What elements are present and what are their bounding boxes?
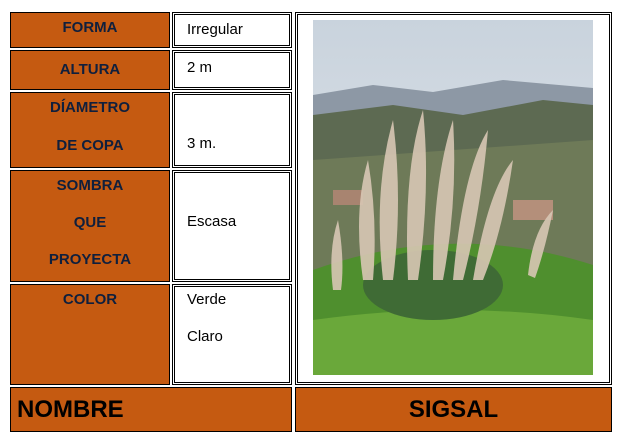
label-text: COLOR [62, 291, 118, 308]
value-text: 3 m. [187, 135, 217, 152]
value-text: Verde [187, 291, 227, 308]
footer-label: NOMBRE [10, 387, 292, 432]
label-cell: DÍAMETRO DE COPA [10, 92, 170, 168]
photo-cell [295, 12, 612, 385]
value-cell: Irregular [172, 12, 292, 48]
label-text: PROYECTA [48, 251, 132, 268]
label-text: DE COPA [56, 137, 124, 154]
label-text: QUE [73, 214, 107, 231]
value-text: 2 m [187, 59, 213, 76]
value-text: Claro [187, 328, 223, 345]
photo [313, 20, 593, 375]
label-text: DÍAMETRO [50, 99, 130, 116]
label-text: FORMA [62, 19, 118, 36]
value-text: Irregular [187, 21, 243, 38]
value-cell: 3 m. [172, 92, 292, 168]
label-cell: ALTURA [10, 50, 170, 90]
label-cell: COLOR [10, 284, 170, 385]
label-text: SOMBRA [56, 177, 124, 194]
label-text: ALTURA [59, 61, 121, 78]
footer-value: SIGSAL [295, 387, 612, 432]
value-cell: Escasa [172, 170, 292, 282]
value-cell: 2 m [172, 50, 292, 90]
label-cell: FORMA [10, 12, 170, 48]
value-text: Escasa [187, 213, 237, 230]
label-cell: SOMBRA QUE PROYECTA [10, 170, 170, 282]
value-cell: Verde Claro [172, 284, 292, 385]
